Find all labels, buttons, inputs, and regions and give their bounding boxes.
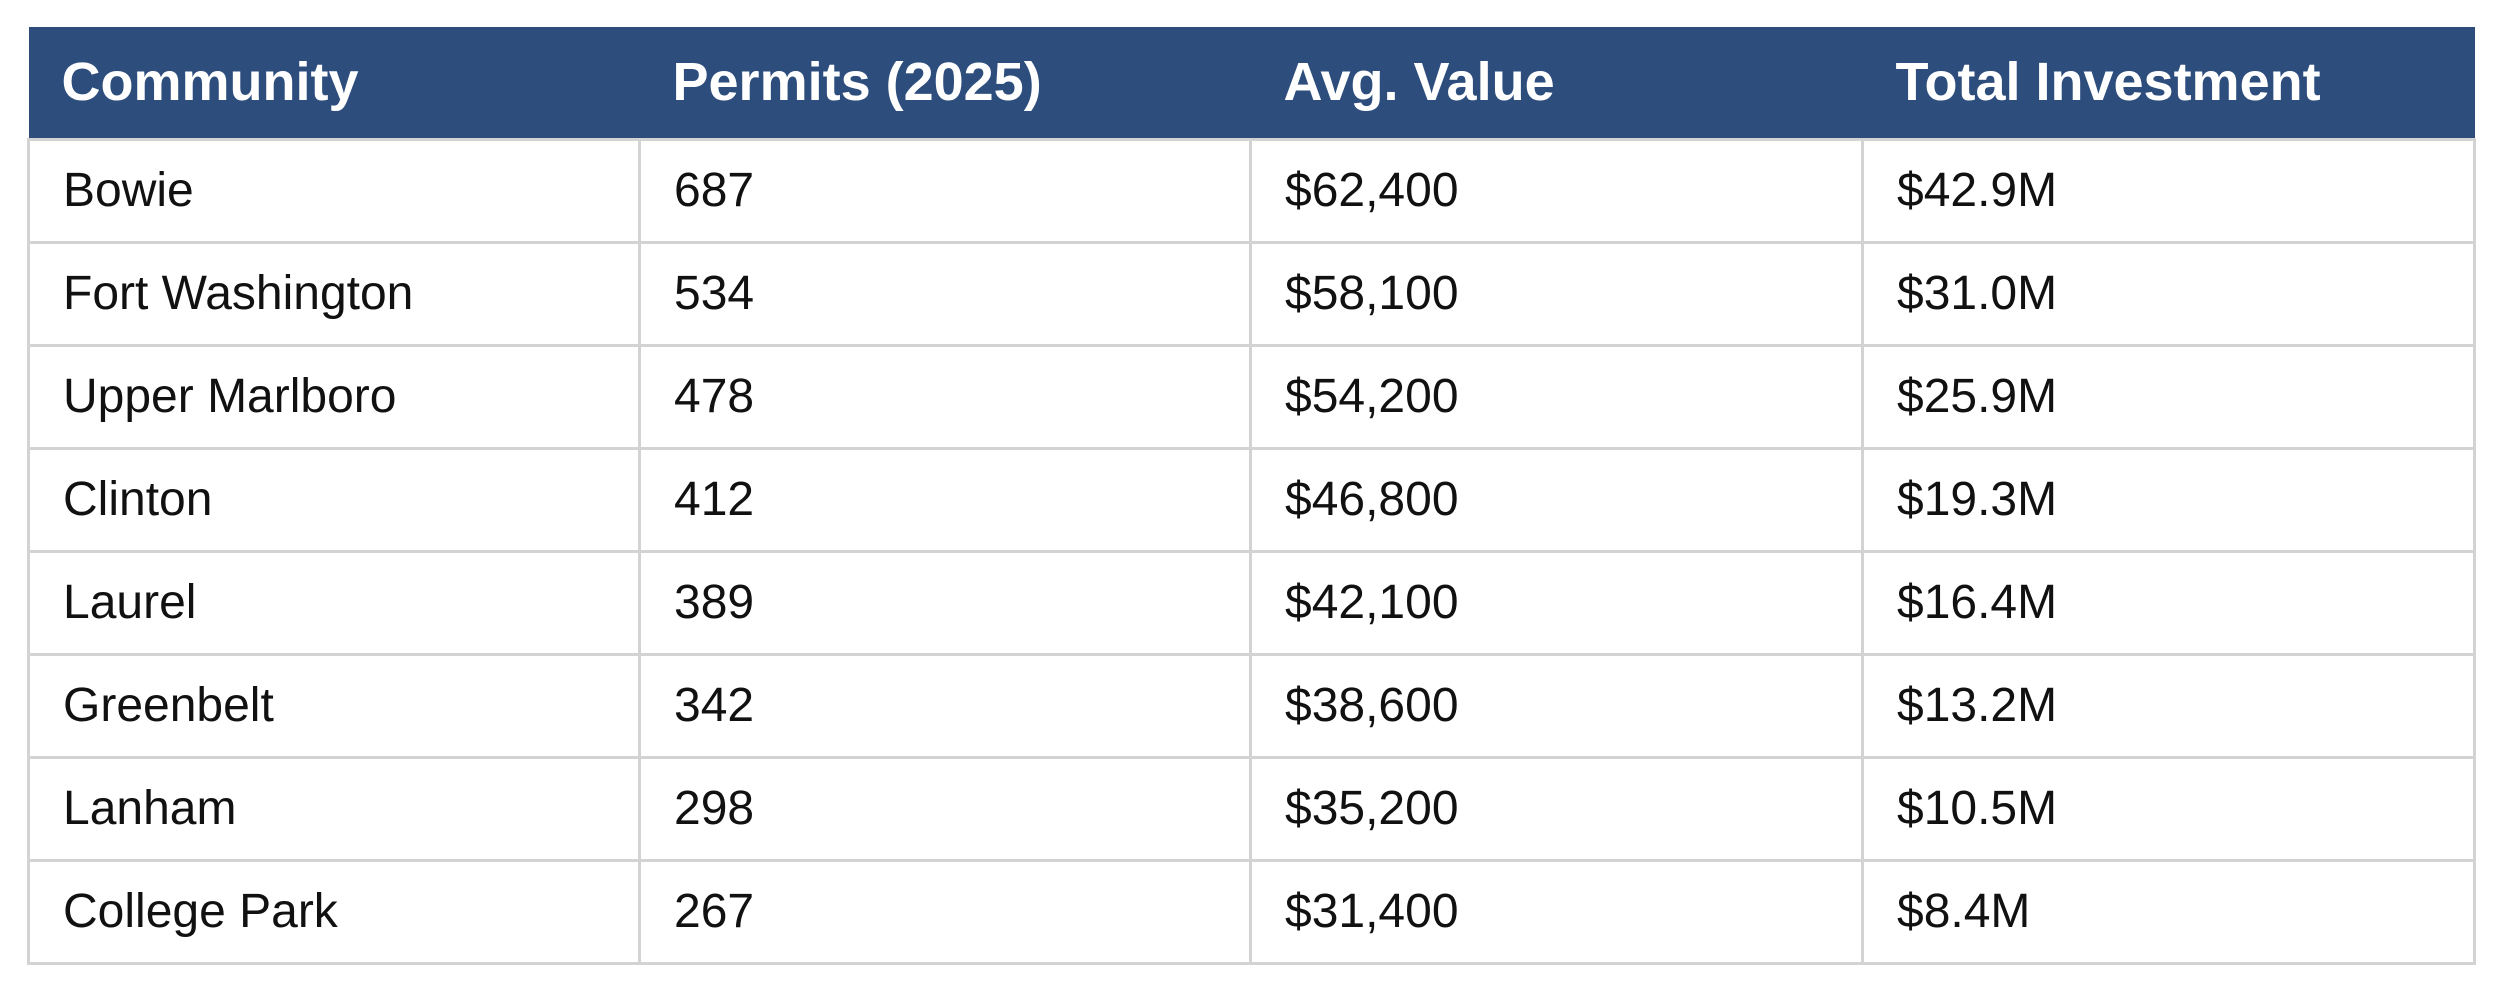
table-row: Lanham 298 $35,200 $10.5M <box>27 755 2476 862</box>
cell-avg-value: $54,200 <box>1249 343 1864 450</box>
cell-community: Fort Washington <box>27 240 641 347</box>
cell-avg-value: $38,600 <box>1249 652 1864 759</box>
cell-avg-value: $31,400 <box>1249 858 1864 965</box>
permits-table: Community Permits (2025) Avg. Value Tota… <box>27 27 2476 965</box>
header-row: Community Permits (2025) Avg. Value Tota… <box>28 27 2475 139</box>
table-row: Upper Marlboro 478 $54,200 $25.9M <box>27 343 2476 450</box>
cell-total-investment: $8.4M <box>1861 858 2476 965</box>
cell-avg-value: $58,100 <box>1249 240 1864 347</box>
cell-community: College Park <box>27 858 641 965</box>
column-header-permits: Permits (2025) <box>672 52 1042 113</box>
column-header-avg-value: Avg. Value <box>1283 52 1555 113</box>
column-header-community: Community <box>61 52 359 113</box>
permits-table-container: Community Permits (2025) Avg. Value Tota… <box>27 27 2476 965</box>
table-row: Clinton 412 $46,800 $19.3M <box>27 446 2476 553</box>
cell-community: Laurel <box>27 549 641 656</box>
column-header-total-investment: Total Investment <box>1895 52 2321 113</box>
cell-permits: 267 <box>638 858 1252 965</box>
table-row: Bowie 687 $62,400 $42.9M <box>27 137 2476 244</box>
cell-avg-value: $35,200 <box>1249 755 1864 862</box>
cell-permits: 389 <box>638 549 1252 656</box>
table-row: College Park 267 $31,400 $8.4M <box>27 858 2476 965</box>
cell-community: Upper Marlboro <box>27 343 641 450</box>
cell-total-investment: $13.2M <box>1861 652 2476 759</box>
cell-total-investment: $19.3M <box>1861 446 2476 553</box>
cell-community: Bowie <box>27 137 641 244</box>
table-row: Laurel 389 $42,100 $16.4M <box>27 549 2476 656</box>
table-row: Fort Washington 534 $58,100 $31.0M <box>27 240 2476 347</box>
cell-total-investment: $16.4M <box>1861 549 2476 656</box>
cell-total-investment: $31.0M <box>1861 240 2476 347</box>
cell-total-investment: $10.5M <box>1861 755 2476 862</box>
cell-community: Clinton <box>27 446 641 553</box>
table-body: Bowie 687 $62,400 $42.9M Fort Washington… <box>27 137 2476 965</box>
table-header: Community Permits (2025) Avg. Value Tota… <box>28 27 2475 139</box>
cell-permits: 412 <box>638 446 1252 553</box>
cell-avg-value: $62,400 <box>1249 137 1864 244</box>
cell-permits: 687 <box>638 137 1252 244</box>
cell-total-investment: $42.9M <box>1861 137 2476 244</box>
cell-avg-value: $46,800 <box>1249 446 1864 553</box>
cell-permits: 298 <box>638 755 1252 862</box>
cell-permits: 534 <box>638 240 1252 347</box>
table-row: Greenbelt 342 $38,600 $13.2M <box>27 652 2476 759</box>
cell-community: Greenbelt <box>27 652 641 759</box>
cell-avg-value: $42,100 <box>1249 549 1864 656</box>
cell-permits: 342 <box>638 652 1252 759</box>
cell-total-investment: $25.9M <box>1861 343 2476 450</box>
cell-community: Lanham <box>27 755 641 862</box>
cell-permits: 478 <box>638 343 1252 450</box>
